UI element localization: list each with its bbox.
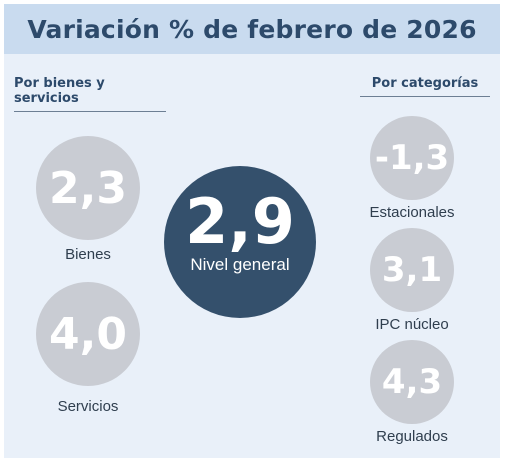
nivel-general-circle: 2,9 Nivel general bbox=[164, 166, 316, 318]
bienes-value-circle: 2,3 bbox=[36, 136, 140, 240]
ipc-nucleo-label: IPC núcleo bbox=[375, 316, 449, 333]
servicios-label: Servicios bbox=[57, 398, 119, 415]
estacionales-label: Estacionales bbox=[369, 204, 455, 221]
nivel-general-value: 2,9 bbox=[185, 185, 295, 258]
nivel-general-label: Nivel general bbox=[190, 255, 290, 274]
title-bar: Variación % de febrero de 2026 bbox=[4, 4, 500, 54]
servicios-value-circle: 4,0 bbox=[36, 282, 140, 386]
page-title: Variación % de febrero de 2026 bbox=[27, 14, 477, 44]
section-heading-bienes-servicios: Por bienes y servicios bbox=[14, 76, 166, 112]
estacionales-value-circle: -1,3 bbox=[370, 116, 454, 200]
ipc-nucleo-value-circle: 3,1 bbox=[370, 228, 454, 312]
section-heading-categorias: Por categorías bbox=[360, 76, 490, 97]
regulados-label: Regulados bbox=[376, 428, 448, 445]
bienes-label: Bienes bbox=[65, 246, 111, 263]
regulados-value-circle: 4,3 bbox=[370, 340, 454, 424]
infographic-card: Variación % de febrero de 2026 Por biene… bbox=[4, 4, 500, 458]
